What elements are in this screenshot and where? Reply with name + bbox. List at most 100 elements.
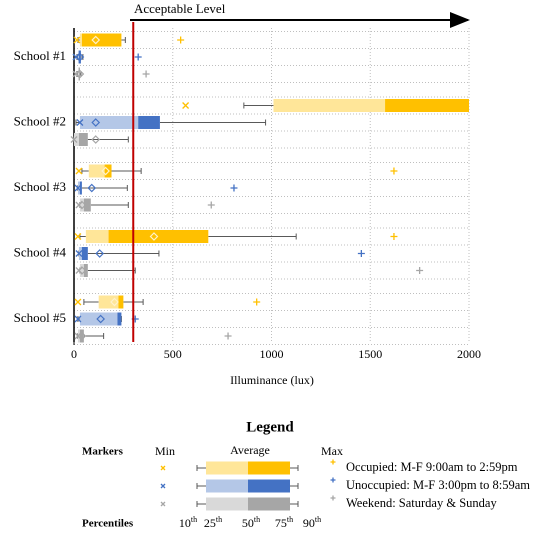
mean-marker — [96, 314, 106, 324]
legend-box-lower — [206, 497, 248, 511]
legend-box-lower — [206, 461, 248, 475]
box-lower — [77, 181, 80, 195]
legend-markers-label: Markers — [82, 446, 124, 458]
box-upper — [385, 99, 469, 112]
box-upper — [108, 230, 209, 243]
box-upper — [83, 198, 91, 212]
mean-marker — [77, 200, 87, 210]
y-tick-label: School #3 — [14, 179, 66, 194]
mean-marker — [91, 135, 101, 144]
max-marker — [230, 184, 238, 192]
min-marker — [74, 315, 82, 323]
legend-box-upper — [248, 479, 290, 493]
legend-percentile: 75th — [275, 515, 293, 530]
box-lower — [78, 247, 82, 260]
legend-title: Legend — [246, 419, 294, 435]
min-marker — [74, 184, 82, 192]
box-upper — [117, 312, 122, 326]
y-tick-label: School #4 — [14, 244, 67, 259]
percentile-suffix: th — [191, 515, 197, 524]
mean-marker — [110, 297, 119, 307]
max-marker — [224, 332, 232, 340]
mean-marker — [77, 331, 87, 341]
legend-percentile: 10th — [179, 515, 197, 530]
box-lower — [79, 116, 139, 129]
percentile-number: 10 — [179, 516, 191, 530]
box-lower — [98, 295, 119, 309]
mean-marker — [77, 266, 87, 275]
min-marker — [75, 167, 83, 175]
legend-min-marker — [160, 501, 166, 507]
max-marker — [253, 298, 261, 306]
box-upper — [81, 247, 88, 260]
y-tick-label: School #5 — [14, 310, 66, 325]
box-lower — [85, 230, 109, 243]
mean-marker — [91, 118, 101, 127]
legend-box-lower — [206, 479, 248, 493]
box-upper — [104, 164, 112, 178]
legend-min-marker — [160, 465, 166, 471]
box-lower — [79, 264, 84, 277]
percentile-suffix: th — [287, 515, 293, 524]
box-lower — [79, 198, 84, 212]
legend-percentile: 50th — [242, 515, 260, 530]
legend-percentiles-label: Percentiles — [82, 518, 134, 530]
max-marker — [177, 36, 185, 44]
x-tick-label: 1000 — [260, 347, 284, 361]
box-lower — [74, 133, 79, 146]
legend-box-upper — [248, 497, 290, 511]
percentile-suffix: th — [315, 515, 321, 524]
x-tick-label: 500 — [164, 347, 182, 361]
box-upper — [78, 67, 80, 81]
min-marker — [75, 250, 83, 257]
max-marker — [416, 267, 424, 274]
box-lower — [77, 67, 79, 81]
percentile-number: 50 — [242, 516, 254, 530]
box-lower — [88, 164, 105, 178]
x-tick-label: 0 — [71, 347, 77, 361]
max-marker — [207, 201, 215, 209]
box-lower — [79, 33, 82, 47]
box-upper — [81, 33, 122, 47]
box-upper — [78, 133, 88, 146]
x-tick-label: 1500 — [358, 347, 382, 361]
legend-box-upper — [248, 461, 290, 475]
legend-average-label: Average — [230, 443, 270, 457]
min-marker — [182, 102, 190, 109]
y-tick-label: School #2 — [14, 113, 66, 128]
mean-marker — [75, 52, 85, 62]
x-axis-label: Illuminance (lux) — [230, 373, 314, 387]
box-upper — [138, 116, 160, 129]
legend-percentile: 90th — [303, 515, 321, 530]
legend-min-marker — [160, 483, 166, 489]
min-marker — [73, 36, 81, 44]
box-lower — [273, 99, 386, 112]
box-upper — [79, 329, 84, 343]
y-tick-label: School #1 — [14, 48, 66, 63]
mean-marker — [75, 69, 85, 79]
mean-marker — [91, 35, 101, 45]
max-marker — [357, 250, 365, 257]
percentile-number: 75 — [275, 516, 287, 530]
min-marker — [76, 119, 84, 126]
mean-marker — [149, 232, 159, 241]
legend-label: Unoccupied: M-F 3:00pm to 8:59am — [346, 478, 530, 492]
min-marker — [74, 298, 82, 306]
mean-marker — [87, 183, 97, 193]
mean-marker — [101, 166, 110, 176]
threshold-label: Acceptable Level — [134, 1, 226, 16]
max-marker — [390, 167, 398, 175]
box-upper — [79, 181, 82, 195]
percentile-number: 90 — [303, 516, 315, 530]
percentile-suffix: th — [254, 515, 260, 524]
percentile-suffix: th — [216, 515, 222, 524]
max-marker — [390, 233, 398, 240]
min-marker — [70, 136, 78, 143]
legend-max-marker — [330, 459, 336, 465]
legend-max-marker — [330, 495, 336, 501]
mean-marker — [95, 249, 105, 258]
box-lower — [79, 312, 118, 326]
x-tick-label: 2000 — [457, 347, 481, 361]
box-upper — [118, 295, 124, 309]
max-marker — [134, 53, 142, 61]
